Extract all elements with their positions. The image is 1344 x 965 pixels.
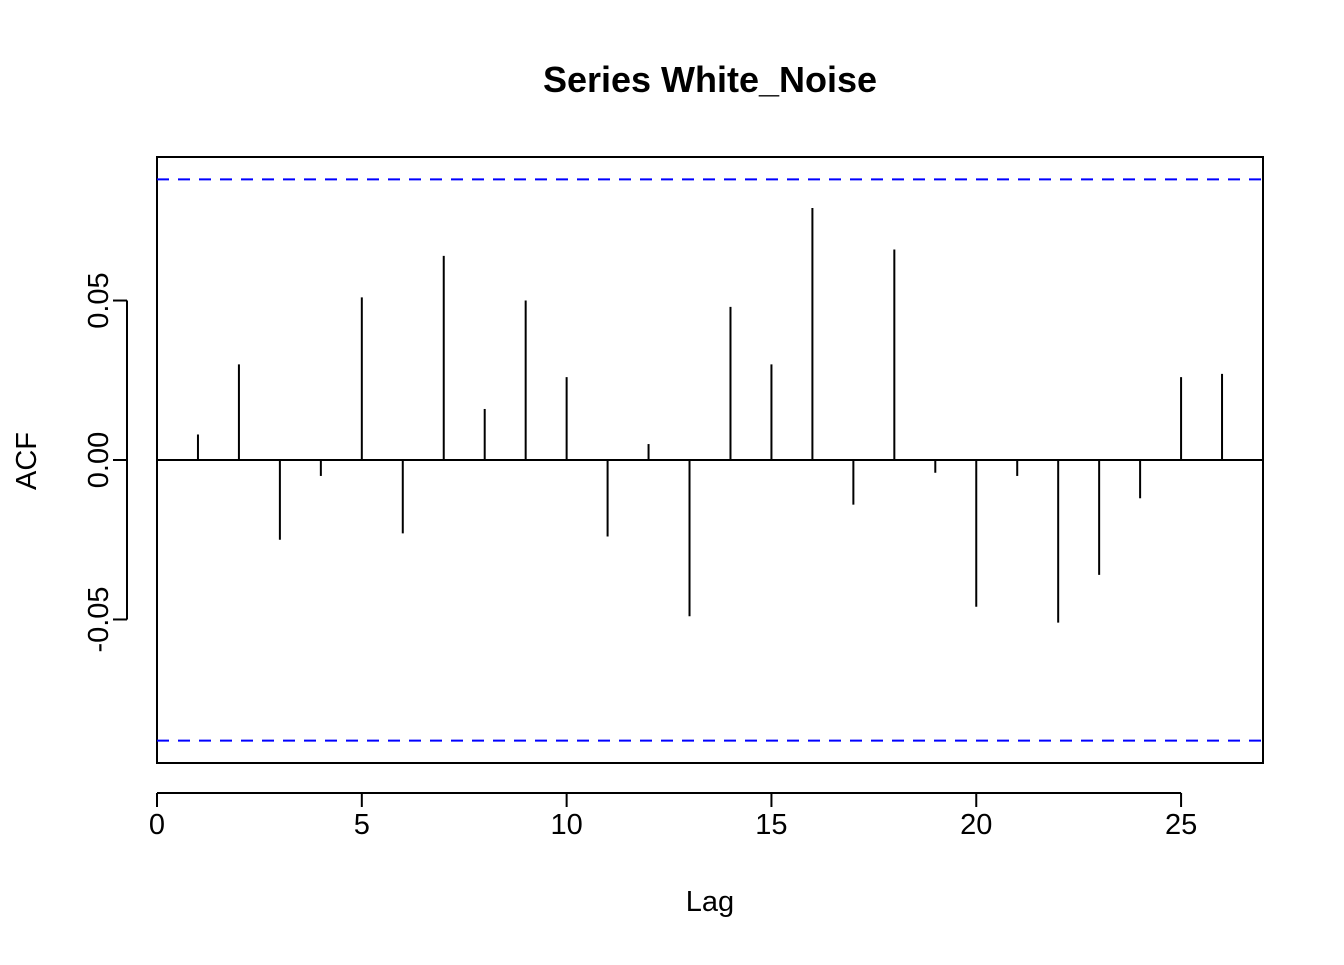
x-tick-label-10: 10 xyxy=(550,809,582,841)
x-tick-label-25: 25 xyxy=(1165,809,1197,841)
y-tick-label-0: -0.05 xyxy=(83,586,115,652)
x-tick-label-0: 0 xyxy=(149,809,165,841)
y-tick-label-2: 0.05 xyxy=(83,272,115,328)
x-tick-label-15: 15 xyxy=(755,809,787,841)
x-axis-label: Lag xyxy=(686,886,734,918)
y-tick-label-1: 0.00 xyxy=(83,432,115,488)
x-tick-label-5: 5 xyxy=(354,809,370,841)
y-axis: -0.05 0.00 0.05 xyxy=(83,272,128,653)
x-axis: 0 5 10 15 20 25 xyxy=(149,792,1197,841)
x-tick-label-20: 20 xyxy=(960,809,992,841)
y-axis-label: ACF xyxy=(11,432,43,490)
plot-marks xyxy=(157,178,1263,742)
chart-title: Series White_Noise xyxy=(543,59,877,100)
